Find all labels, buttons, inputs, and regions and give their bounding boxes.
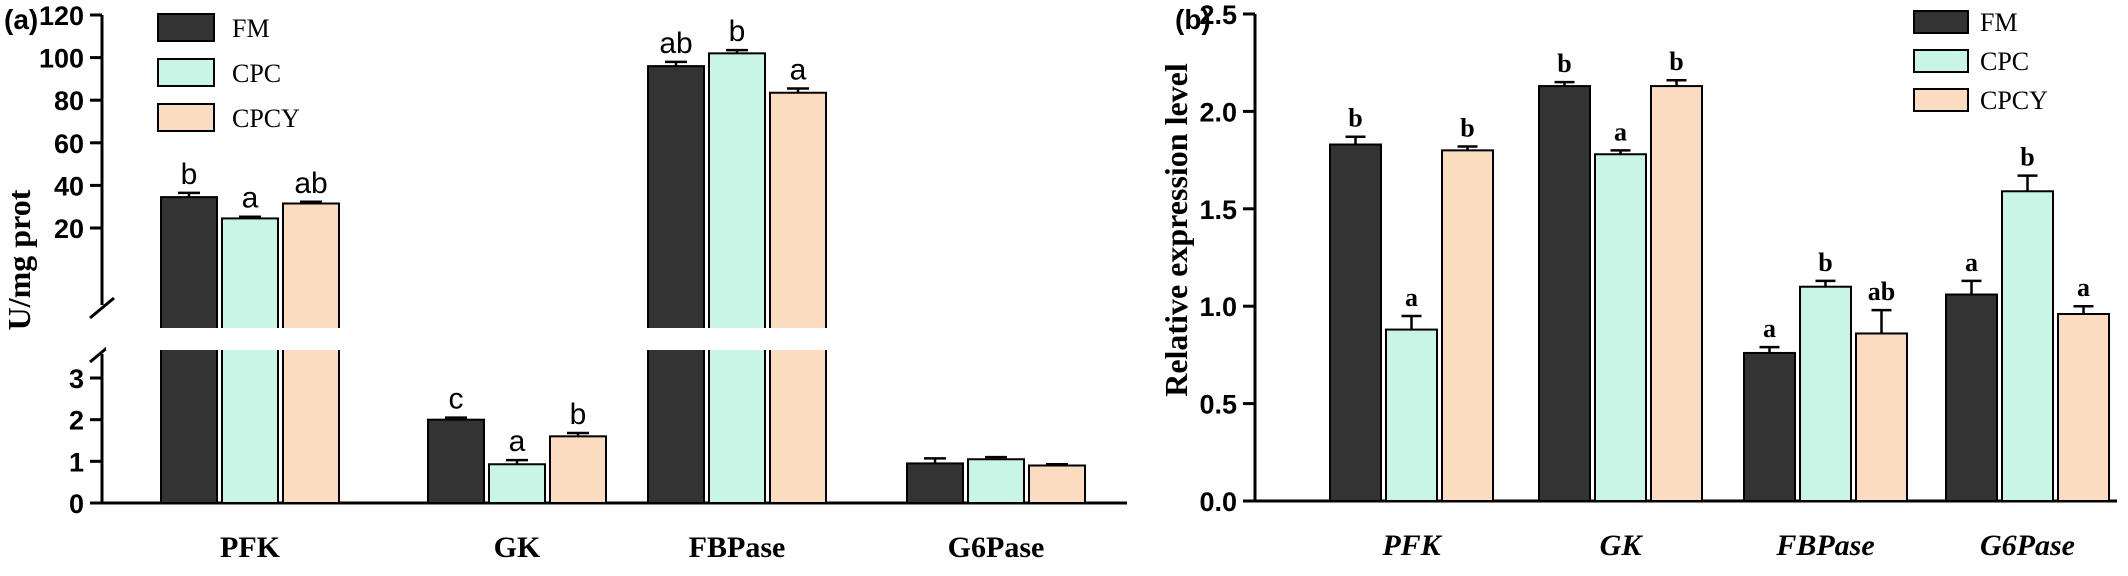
panel-a-y-axis-label: U/mg prot — [1, 189, 37, 330]
y-upper-tick-label-60: 60 — [54, 129, 84, 159]
y-upper-tick-label-20: 20 — [54, 214, 84, 244]
bar-b-CPC-PFK — [1385, 328, 1438, 502]
panel-a-label: (a) — [4, 4, 38, 35]
y-tick-label-b-2.0: 2.0 — [1199, 97, 1237, 127]
legend-label-FM: FM — [232, 14, 270, 43]
bar-CPC-GK — [488, 463, 546, 504]
sig-label-CPCY-FBPase: a — [790, 53, 807, 86]
x-tick-label-b-PFK: PFK — [1381, 529, 1442, 562]
y-lower-tick-label-1: 1 — [69, 447, 84, 477]
x-tick-label-PFK: PFK — [220, 531, 281, 564]
bar-b-CPCY-G6Pase — [2057, 312, 2110, 502]
x-tick-label-b-G6Pase: G6Pase — [1980, 529, 2075, 562]
bar-FM-PFK — [160, 196, 218, 505]
sig-label-b-FM-FBPase: a — [1763, 314, 1776, 343]
y-upper-tick-label-120: 120 — [39, 1, 84, 31]
legend-b-swatch-FM — [1913, 10, 1969, 34]
x-tick-label-b-GK: GK — [1600, 529, 1644, 562]
legend-swatch-CPC — [157, 58, 215, 87]
legend-b-swatch-CPCY — [1913, 88, 1969, 112]
panel-b: (b) Relative expression level 0.0 0.5 1.0 1… — [1158, 0, 2117, 562]
y-lower-tick-label-0: 0 — [69, 489, 84, 519]
bar-CPCY-GK — [549, 435, 607, 505]
legend-b-label-FM: FM — [1980, 8, 2018, 37]
y-tick-label-b-2.5: 2.5 — [1199, 0, 1237, 30]
y-tick-label-b-0.0: 0.0 — [1199, 487, 1237, 517]
x-tick-label-b-FBPase: FBPase — [1775, 529, 1874, 562]
bar-CPCY-G6Pase — [1028, 464, 1086, 504]
y-lower-tick-label-2: 2 — [69, 406, 84, 436]
legend-swatch-CPCY — [157, 103, 215, 132]
bar-b-CPCY-PFK — [1441, 149, 1494, 503]
bar-b-FM-G6Pase — [1945, 293, 1998, 502]
x-tick-label-FBPase: FBPase — [689, 531, 786, 564]
sig-label-b-CPC-PFK: a — [1405, 283, 1418, 312]
bar-FM-GK — [427, 418, 485, 504]
bar-CPC-PFK — [221, 217, 279, 504]
bar-FM-FBPase — [647, 65, 705, 505]
bar-b-FM-GK — [1538, 85, 1591, 503]
bar-b-CPCY-FBPase — [1855, 332, 1908, 502]
bar-b-FM-PFK — [1329, 143, 1382, 503]
bar-FM-G6Pase — [906, 462, 964, 504]
legend-label-CPC: CPC — [232, 59, 281, 88]
sig-label-b-FM-GK: b — [1557, 49, 1571, 78]
bar-b-CPC-GK — [1594, 153, 1647, 502]
sig-label-CPC-FBPase: b — [729, 15, 746, 48]
bar-b-FM-FBPase — [1743, 351, 1796, 502]
panel-b-label: (b) — [1175, 4, 1211, 35]
sig-label-b-FM-PFK: b — [1348, 104, 1362, 133]
sig-label-b-CPCY-G6Pase: a — [2077, 273, 2090, 302]
x-tick-label-G6Pase: G6Pase — [948, 531, 1045, 564]
sig-label-CPC-PFK: a — [242, 182, 259, 215]
axis-break-gap — [106, 328, 1126, 350]
panel-b-y-axis-label: Relative expression level — [1158, 63, 1194, 397]
sig-label-CPC-GK: a — [509, 425, 526, 458]
sig-label-b-CPC-GK: a — [1614, 117, 1627, 146]
x-tick-label-GK: GK — [494, 531, 541, 564]
legend-b-label-CPC: CPC — [1980, 47, 2029, 76]
bar-CPC-G6Pase — [967, 458, 1025, 504]
sig-label-b-CPC-FBPase: b — [1818, 248, 1832, 277]
y-upper-tick-label-100: 100 — [39, 44, 84, 74]
y-lower-tick-label-3: 3 — [69, 364, 84, 394]
sig-label-CPCY-GK: b — [570, 398, 587, 431]
legend-b-swatch-CPC — [1913, 49, 1969, 73]
bar-b-CPC-G6Pase — [2001, 190, 2054, 502]
y-tick-label-b-0.5: 0.5 — [1199, 390, 1237, 420]
axis-break-mark-upper — [89, 296, 115, 320]
legend-b-label-CPCY: CPCY — [1980, 86, 2048, 115]
panel-a: (a) U/mg prot 012320406080100120bcabaaba… — [1, 1, 1127, 564]
sig-label-b-CPCY-PFK: b — [1460, 113, 1474, 142]
sig-label-CPCY-PFK: ab — [294, 167, 327, 200]
bar-b-CPCY-GK — [1650, 85, 1703, 503]
sig-label-b-CPC-G6Pase: b — [2020, 143, 2034, 172]
y-tick-label-b-1.0: 1.0 — [1199, 292, 1237, 322]
bar-CPCY-PFK — [282, 202, 340, 504]
legend-swatch-FM — [157, 13, 215, 42]
bar-CPCY-FBPase — [769, 91, 827, 505]
sig-label-b-CPCY-FBPase: ab — [1868, 277, 1895, 306]
legend-label-CPCY: CPCY — [232, 104, 300, 133]
sig-label-b-FM-G6Pase: a — [1965, 248, 1978, 277]
sig-label-b-CPCY-GK: b — [1669, 47, 1683, 76]
sig-label-FM-FBPase: ab — [659, 27, 692, 60]
y-upper-tick-label-40: 40 — [54, 171, 84, 201]
bar-CPC-FBPase — [708, 52, 766, 505]
sig-label-FM-GK: c — [449, 383, 464, 416]
sig-label-FM-PFK: b — [181, 158, 198, 191]
y-upper-tick-label-80: 80 — [54, 86, 84, 116]
bar-b-CPC-FBPase — [1799, 285, 1852, 502]
y-tick-label-b-1.5: 1.5 — [1199, 195, 1237, 225]
